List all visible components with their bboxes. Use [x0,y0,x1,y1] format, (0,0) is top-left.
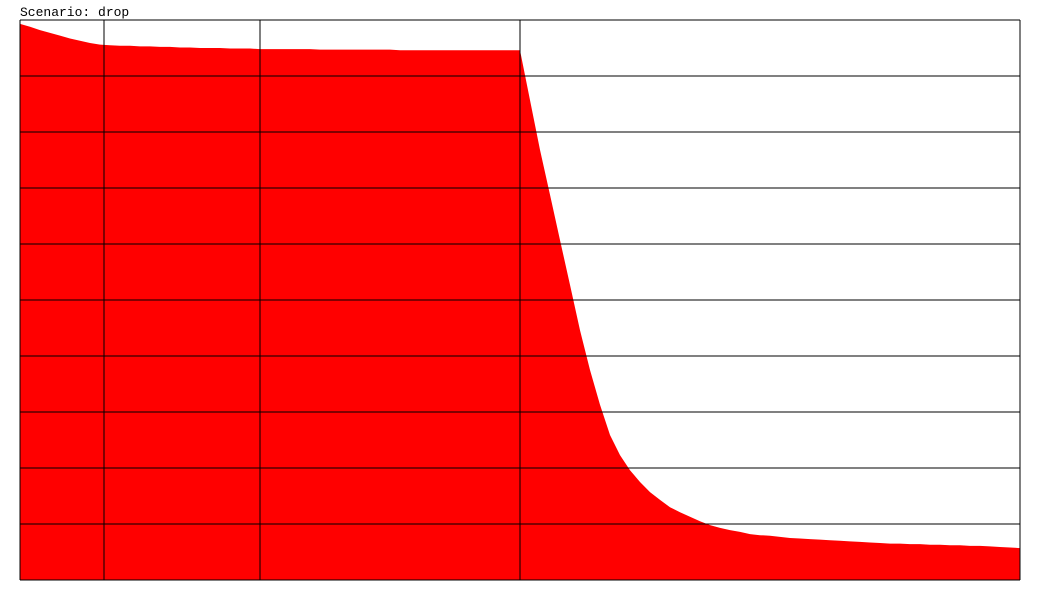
chart-title: Scenario: drop [20,5,129,20]
